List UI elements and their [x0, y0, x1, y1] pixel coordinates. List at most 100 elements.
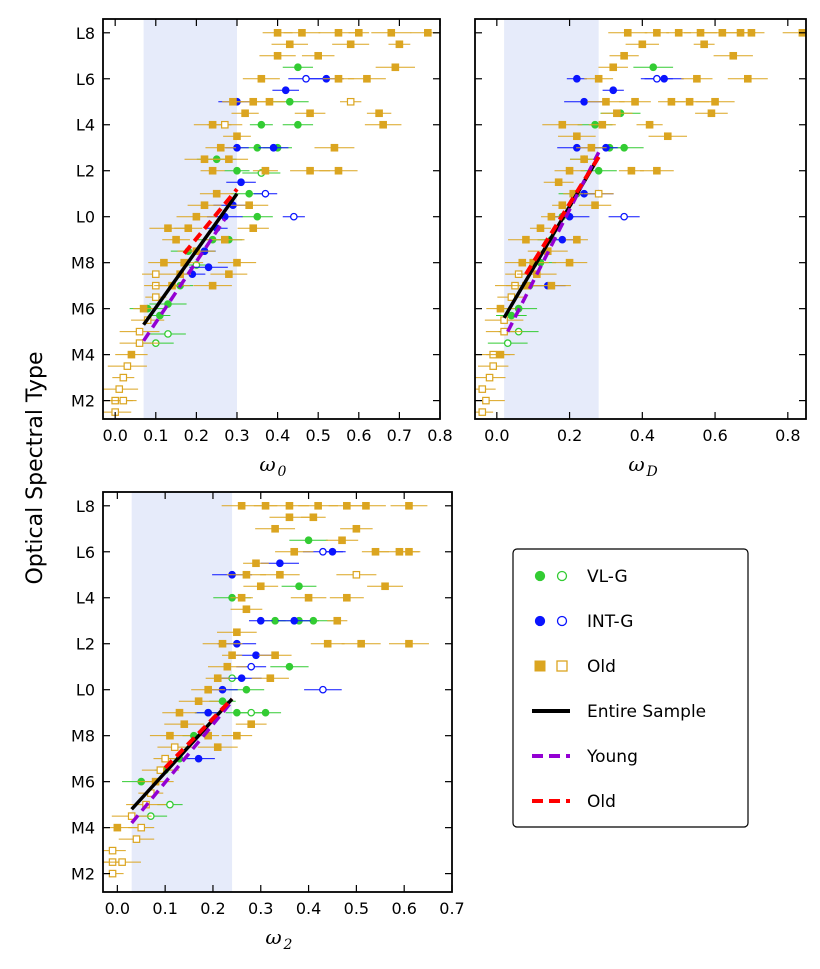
legend-label: VL-G	[587, 567, 628, 587]
data-point	[558, 235, 567, 244]
data-point	[591, 201, 599, 210]
data-point	[302, 74, 310, 83]
data-point	[237, 501, 246, 510]
data-point	[381, 582, 389, 591]
data-point	[194, 754, 203, 763]
fit-line-young	[142, 218, 227, 342]
data-point	[613, 109, 621, 118]
data-point	[609, 86, 618, 95]
data-point	[620, 51, 628, 60]
x-tick-label: 0.8	[775, 426, 800, 445]
data-point	[631, 97, 639, 106]
data-point	[151, 293, 160, 301]
data-point	[653, 28, 661, 37]
legend-marker-open	[556, 660, 568, 672]
data-point	[478, 408, 487, 416]
data-point	[594, 189, 603, 198]
x-tick-label: 0.3	[224, 426, 249, 445]
y-tick-label: M8	[71, 727, 95, 746]
x-tick-label: 0.0	[102, 426, 127, 445]
data-point	[257, 120, 266, 129]
fit-line-old	[524, 155, 601, 276]
data-point	[256, 616, 265, 625]
fit-line-young	[130, 700, 234, 825]
data-point	[252, 559, 260, 568]
legend-marker-filled	[534, 660, 546, 672]
data-point	[233, 258, 241, 267]
data-point	[304, 593, 313, 602]
data-point	[478, 385, 487, 393]
data-point	[306, 166, 314, 175]
legend-label: INT-G	[587, 612, 633, 632]
data-point	[253, 212, 262, 221]
data-point	[123, 362, 132, 370]
x-tick-label: 0.8	[427, 426, 452, 445]
data-point	[294, 120, 302, 129]
data-point	[547, 281, 556, 290]
x-tick-label: 0.2	[184, 426, 209, 445]
data-point	[295, 582, 303, 591]
data-point	[572, 74, 581, 83]
legend-marker-open	[556, 615, 568, 627]
data-point	[620, 143, 628, 152]
data-point	[257, 74, 266, 83]
data-point	[649, 63, 658, 72]
plot-area	[103, 492, 429, 892]
data-point	[108, 869, 117, 878]
data-point	[242, 685, 251, 694]
data-point	[132, 835, 141, 843]
data-point	[298, 28, 306, 37]
data-point	[252, 651, 260, 660]
data-point	[319, 547, 327, 556]
data-point	[271, 524, 279, 533]
data-point	[192, 261, 201, 269]
data-point	[285, 97, 294, 106]
x-tick-label: 0.7	[439, 899, 464, 918]
data-point	[170, 743, 179, 751]
data-point	[241, 109, 249, 118]
data-point	[334, 28, 343, 37]
legend-entry: INT-G	[534, 612, 633, 632]
x-tick-label: 0.3	[248, 899, 273, 918]
data-point	[119, 373, 128, 382]
y-tick-label: L2	[76, 635, 95, 654]
data-point	[319, 685, 327, 694]
fit-line-young	[506, 151, 601, 333]
data-point	[330, 143, 339, 152]
y-tick-label: M8	[71, 254, 95, 273]
data-point	[594, 74, 603, 83]
data-point	[580, 155, 588, 164]
data-point	[290, 616, 299, 625]
data-point	[395, 40, 404, 49]
data-point	[289, 212, 298, 221]
x-tick-label: 0.2	[557, 426, 582, 445]
legend-entry: VL-G	[534, 567, 628, 587]
data-point	[573, 132, 581, 141]
legend-marker-open	[556, 570, 568, 582]
data-point	[602, 97, 610, 106]
x-tick-label: 0.1	[143, 426, 168, 445]
x-axis-label: ω	[265, 925, 281, 949]
data-point	[164, 330, 172, 338]
data-point	[306, 109, 314, 118]
data-point	[507, 311, 516, 320]
data-point	[273, 28, 282, 37]
data-point	[180, 720, 189, 728]
legend-marker-filled	[534, 570, 546, 582]
data-point	[247, 662, 256, 671]
data-point	[674, 28, 683, 37]
data-point	[558, 201, 567, 210]
data-point	[729, 51, 738, 60]
data-point	[233, 132, 241, 141]
data-point	[352, 570, 361, 579]
legend-box	[512, 548, 749, 828]
data-point	[522, 235, 530, 244]
x-tick-label: 0.2	[200, 899, 225, 918]
data-point	[314, 51, 322, 60]
x-axis-label-sub: D	[646, 464, 658, 480]
data-point	[218, 697, 227, 706]
x-tick-label: 0.6	[346, 426, 371, 445]
data-point	[213, 743, 222, 751]
data-point	[536, 224, 545, 232]
data-point	[627, 166, 636, 175]
